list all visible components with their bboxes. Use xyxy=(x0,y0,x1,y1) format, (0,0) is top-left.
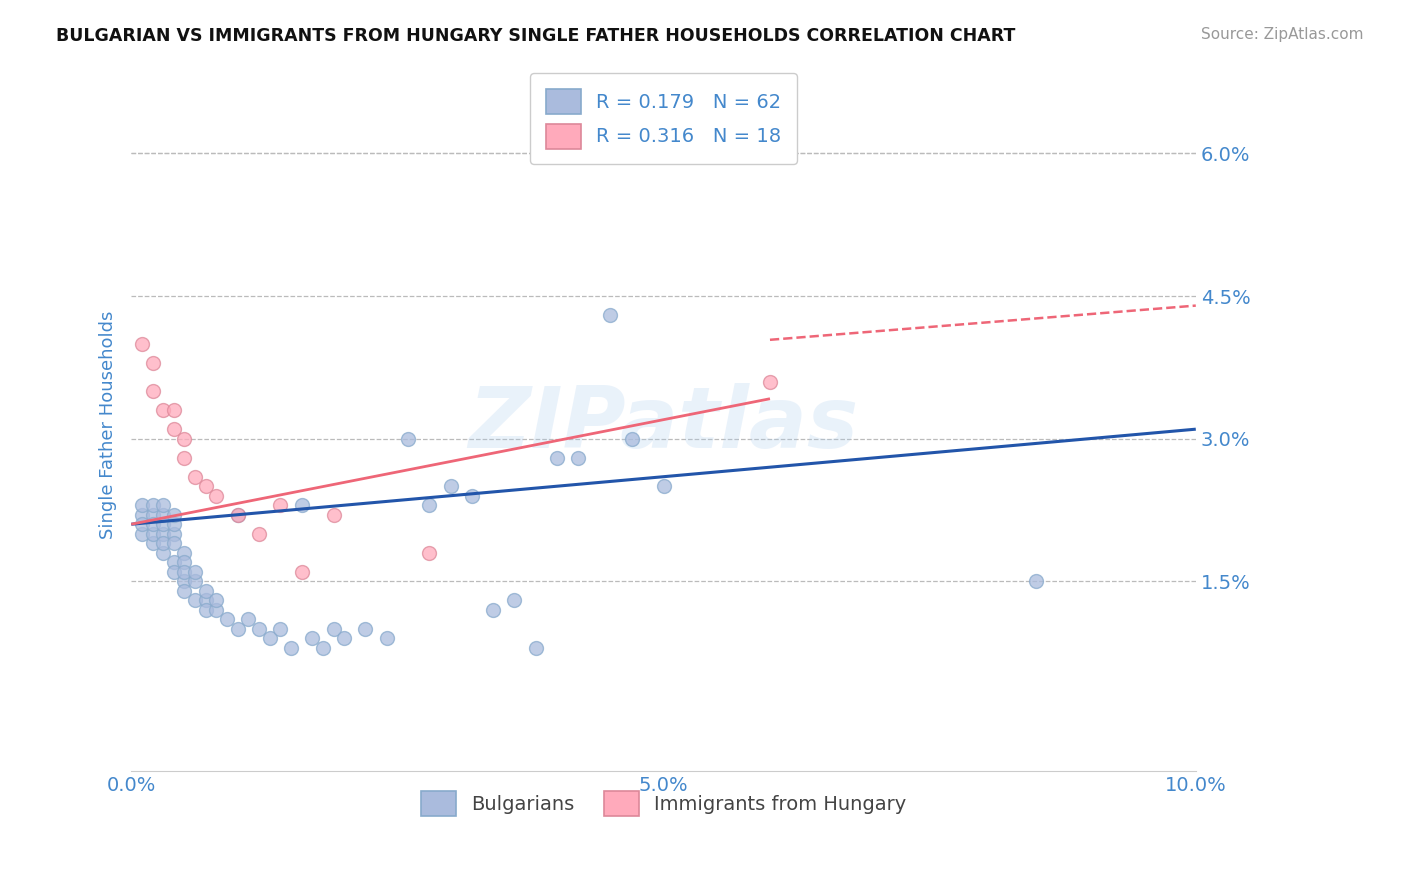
Point xyxy=(141,536,163,550)
Text: ZIPatlas: ZIPatlas xyxy=(468,383,859,466)
Point xyxy=(141,498,163,512)
Point xyxy=(184,574,207,589)
Point xyxy=(620,432,643,446)
Text: BULGARIAN VS IMMIGRANTS FROM HUNGARY SINGLE FATHER HOUSEHOLDS CORRELATION CHART: BULGARIAN VS IMMIGRANTS FROM HUNGARY SIN… xyxy=(56,27,1015,45)
Point xyxy=(173,450,195,465)
Point xyxy=(173,432,195,446)
Point xyxy=(396,432,419,446)
Point xyxy=(322,622,344,636)
Point xyxy=(226,622,249,636)
Point xyxy=(290,498,312,512)
Legend: Bulgarians, Immigrants from Hungary: Bulgarians, Immigrants from Hungary xyxy=(413,783,914,824)
Point xyxy=(184,565,207,579)
Point xyxy=(152,546,174,560)
Point xyxy=(354,622,377,636)
Point xyxy=(184,469,207,483)
Point xyxy=(259,632,281,646)
Point xyxy=(418,546,440,560)
Point xyxy=(163,422,186,436)
Point xyxy=(131,508,153,522)
Point xyxy=(152,508,174,522)
Point xyxy=(194,603,217,617)
Point xyxy=(524,640,547,655)
Point xyxy=(141,508,163,522)
Point xyxy=(290,565,312,579)
Point xyxy=(141,384,163,398)
Point xyxy=(312,640,335,655)
Point xyxy=(184,593,207,607)
Point xyxy=(375,632,398,646)
Text: Source: ZipAtlas.com: Source: ZipAtlas.com xyxy=(1201,27,1364,42)
Point xyxy=(301,632,323,646)
Y-axis label: Single Father Households: Single Father Households xyxy=(100,310,117,539)
Point xyxy=(280,640,302,655)
Point xyxy=(652,479,675,493)
Point xyxy=(194,583,217,598)
Point xyxy=(131,526,153,541)
Point xyxy=(152,536,174,550)
Point xyxy=(205,603,228,617)
Point xyxy=(269,498,291,512)
Point xyxy=(194,479,217,493)
Point xyxy=(173,555,195,569)
Point xyxy=(173,574,195,589)
Point xyxy=(205,593,228,607)
Point xyxy=(152,526,174,541)
Point xyxy=(205,489,228,503)
Point xyxy=(546,450,568,465)
Point xyxy=(759,375,782,389)
Point xyxy=(269,622,291,636)
Point xyxy=(226,508,249,522)
Point xyxy=(163,517,186,532)
Point xyxy=(247,622,270,636)
Point xyxy=(215,612,238,626)
Point xyxy=(131,498,153,512)
Point xyxy=(173,565,195,579)
Point xyxy=(322,508,344,522)
Point xyxy=(173,583,195,598)
Point xyxy=(152,517,174,532)
Point xyxy=(247,526,270,541)
Point xyxy=(131,517,153,532)
Point xyxy=(163,526,186,541)
Point xyxy=(226,508,249,522)
Point xyxy=(141,356,163,370)
Point xyxy=(418,498,440,512)
Point xyxy=(482,603,505,617)
Point xyxy=(163,565,186,579)
Point xyxy=(173,546,195,560)
Point xyxy=(163,536,186,550)
Point xyxy=(194,593,217,607)
Point xyxy=(152,498,174,512)
Point xyxy=(599,308,621,322)
Point xyxy=(503,593,526,607)
Point xyxy=(1025,574,1047,589)
Point xyxy=(163,403,186,417)
Point xyxy=(152,403,174,417)
Point xyxy=(439,479,461,493)
Point xyxy=(131,336,153,351)
Point xyxy=(141,517,163,532)
Point xyxy=(141,526,163,541)
Point xyxy=(163,508,186,522)
Point xyxy=(238,612,260,626)
Point xyxy=(333,632,356,646)
Point xyxy=(567,450,589,465)
Point xyxy=(163,555,186,569)
Point xyxy=(461,489,484,503)
